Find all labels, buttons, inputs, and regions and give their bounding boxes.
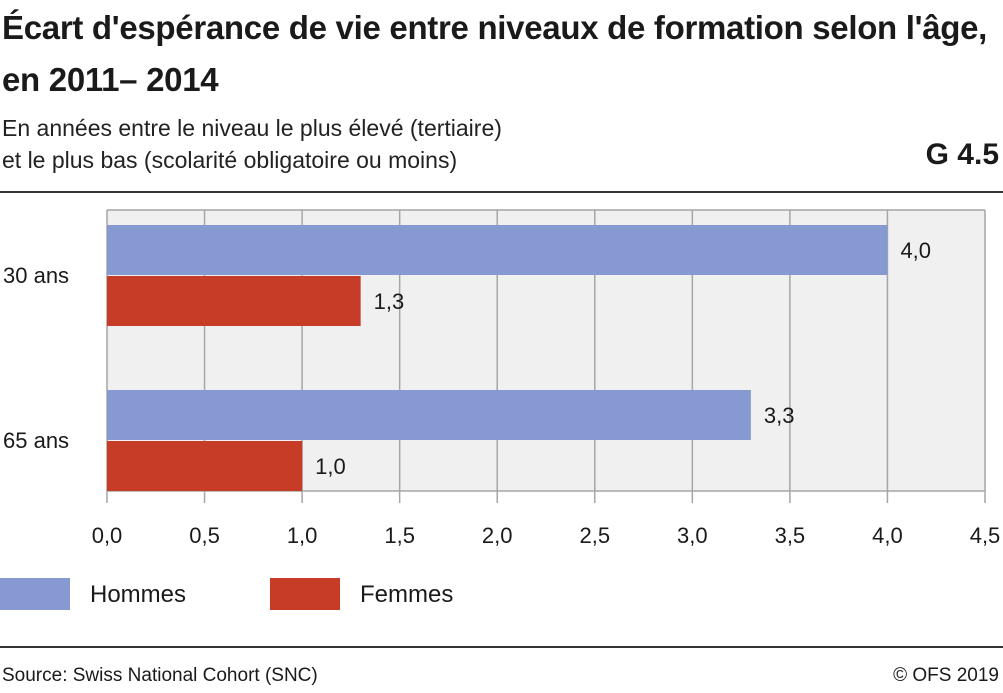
legend-swatch-hommes: [0, 578, 70, 610]
subtitle-line-1: En années entre le niveau le plus élevé …: [2, 115, 502, 141]
figure-code: G 4.5: [925, 138, 999, 171]
category-label: 65 ans: [3, 428, 69, 453]
data-label: 3,3: [764, 403, 795, 428]
bar-femmes-1: [107, 276, 361, 326]
chart-subtitle: En années entre le niveau le plus élevé …: [2, 112, 862, 176]
subtitle-line-2: et le plus bas (scolarité obligatoire ou…: [2, 147, 458, 173]
x-tick-label: 1,5: [384, 523, 415, 548]
data-label: 1,3: [374, 289, 405, 314]
legend-label-femmes: Femmes: [360, 581, 454, 608]
bar-hommes-1: [107, 225, 888, 275]
x-tick-label: 4,5: [970, 523, 1001, 548]
copyright-note: © OFS 2019: [893, 665, 999, 686]
source-note: Source: Swiss National Cohort (SNC): [2, 665, 318, 686]
bar-chart: 0,0 0,5 1,0 1,5 2,0 2,5 3,0 3,5 4,0 4,5 4,0 1,3 30 a…: [3, 209, 1001, 548]
legend-swatch-femmes: [270, 578, 340, 610]
legend-label-hommes: Hommes: [90, 581, 187, 608]
top-divider: [0, 191, 1003, 193]
bottom-divider: [0, 646, 1003, 648]
x-tick-label: 2,0: [482, 523, 513, 548]
bar-hommes-2: [107, 390, 751, 440]
chart-title: Écart d'espérance de vie entre niveaux d…: [2, 9, 988, 98]
x-tick-label: 4,0: [872, 523, 903, 548]
legend: Hommes Femmes: [0, 578, 1003, 612]
x-tick-label: 0,5: [189, 523, 220, 548]
bar-femmes-2: [107, 441, 303, 491]
category-label: 30 ans: [3, 263, 69, 288]
x-tick-label: 2,5: [579, 523, 610, 548]
data-label: 1,0: [315, 454, 346, 479]
data-label: 4,0: [900, 238, 931, 263]
x-tick-label: 0,0: [92, 523, 123, 548]
x-tick-label: 1,0: [287, 523, 318, 548]
x-tick-label: 3,5: [775, 523, 806, 548]
x-tick-label: 3,0: [677, 523, 708, 548]
